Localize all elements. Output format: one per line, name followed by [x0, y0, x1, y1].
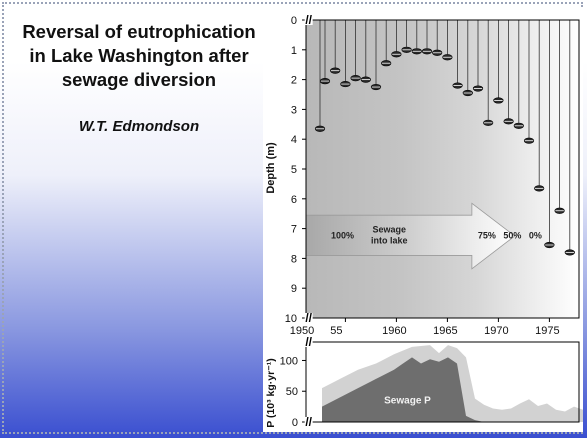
year-tick-label-0: 1950 — [290, 325, 314, 337]
depth-tick-label-2: 2 — [291, 75, 297, 87]
year-tick-label-2: 1960 — [382, 325, 406, 337]
title-line-1: Reversal of eutrophication — [22, 21, 256, 42]
year-tick-label-3: 1965 — [433, 325, 457, 337]
arrow-percentage-1: 75% — [478, 230, 496, 240]
depth-tick-label-3: 3 — [291, 104, 297, 116]
phosphorus-axis-label: P (10³ kg·yr⁻¹) — [265, 358, 277, 428]
phosphorus-plot-frame — [305, 341, 580, 423]
depth-tick-label-1: 1 — [291, 45, 297, 57]
title-line-2: in Lake Washington after — [29, 45, 249, 66]
bottom-axis-break: // — [305, 311, 312, 325]
depth-tick-label-5: 5 — [291, 164, 297, 176]
p-top-axis-break-gap — [304, 337, 313, 347]
year-tick-label-5: 1975 — [535, 325, 559, 337]
depth-tick-label-8: 8 — [291, 253, 297, 265]
p-top-axis-break: // — [305, 335, 312, 349]
sewage-arrow — [305, 202, 516, 270]
sewage-p-label: Sewage P — [384, 396, 431, 407]
arrow-label-line-2: into lake — [371, 235, 408, 245]
depth-tick-label-4: 4 — [291, 134, 297, 146]
figure-panel: Sewage into lake 100% 75% 50% 0% 0 1 2 3 4 5 6 7 8 9 10 1… — [263, 8, 583, 432]
arrow-label-line-1: Sewage — [372, 224, 406, 234]
depth-tick-label-0: 0 — [291, 15, 297, 27]
author-name: W.T. Edmondson — [78, 118, 200, 135]
depth-tick-label-6: 6 — [291, 194, 297, 206]
p-bottom-axis-break-gap — [304, 417, 313, 427]
depth-tick-label-7: 7 — [291, 224, 297, 236]
arrow-percentage-2: 50% — [503, 230, 521, 240]
phosphorus-area-1 — [322, 357, 484, 422]
arrow-percentage-0: 100% — [331, 230, 354, 240]
top-axis-break-gap — [304, 15, 313, 25]
depth-axis-label: Depth (m) — [265, 142, 277, 194]
slide-title: Reversal of eutrophication in Lake Washi… — [8, 20, 270, 92]
arrow-percentage-3: 0% — [529, 230, 542, 240]
top-plot-background — [306, 20, 579, 318]
p-bottom-axis-break: // — [305, 415, 312, 429]
depth-tick-label-10: 10 — [285, 313, 297, 325]
top-axis-break: // — [305, 13, 312, 27]
p-tick-label-2: 100 — [280, 355, 298, 367]
p-tick-label-1: 50 — [286, 386, 298, 398]
p-tick-label-0: 0 — [292, 417, 298, 429]
title-line-3: sewage diversion — [61, 69, 217, 90]
depth-tick-label-9: 9 — [291, 283, 297, 295]
year-tick-label-1: 55 — [330, 325, 342, 337]
phosphorus-plot: Sewage P 0 50 100 // // — [280, 335, 583, 429]
year-tick-label-4: 1970 — [484, 325, 508, 337]
bottom-axis-break-gap — [304, 313, 313, 323]
